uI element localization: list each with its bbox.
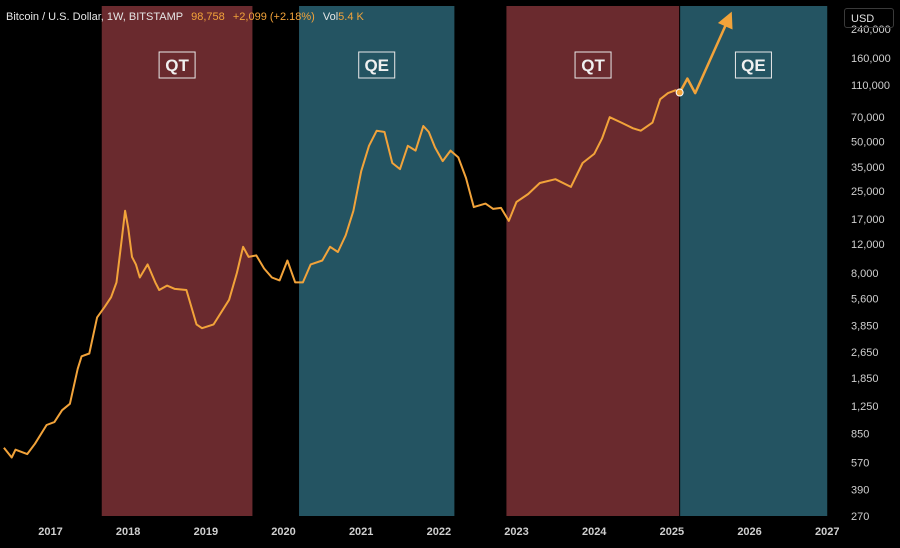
regime-label-box [158, 51, 196, 79]
y-tick-label: 1,250 [851, 401, 879, 413]
projection-line [678, 14, 732, 95]
regime-band-qt [101, 6, 253, 516]
x-tick-label: 2022 [427, 526, 451, 538]
regime-bands: QT QE QT QE [101, 6, 828, 516]
y-tick-label: 70,000 [851, 112, 885, 124]
y-tick-label: 2,650 [851, 347, 879, 359]
y-tick-label: 110,000 [851, 80, 890, 92]
y-tick-label: 850 [851, 429, 869, 441]
y-tick-label: 25,000 [851, 186, 885, 198]
x-tick-label: 2024 [582, 526, 607, 538]
y-tick-label: 5,600 [851, 293, 879, 305]
change-label: +2,099 (+2.18%) [232, 11, 315, 23]
volume-label: Vol [322, 11, 339, 23]
x-tick-label: 2026 [737, 526, 761, 538]
x-tick-label: 2020 [271, 526, 295, 538]
y-tick-label: 240,000 [851, 24, 891, 36]
regime-label: QT [165, 56, 189, 75]
regime-band-qt [506, 6, 680, 516]
chart-header: Bitcoin / U.S. Dollar, 1W, BITSTAMP 98,7… [6, 11, 369, 23]
regime-band-qe [679, 6, 828, 516]
price-label: 98,758 [191, 11, 225, 23]
regime-label: QE [741, 56, 766, 75]
y-tick-label: 570 [851, 457, 869, 469]
regime-label-box [358, 51, 396, 79]
price-line [3, 89, 681, 459]
currency-unit-button[interactable]: USD [844, 8, 894, 28]
volume-value: 5.4 K [338, 11, 364, 23]
symbol-label: Bitcoin / U.S. Dollar, 1W, BITSTAMP [6, 11, 184, 23]
y-tick-label: 3,850 [851, 320, 879, 332]
price-series [3, 11, 733, 459]
regime-label-box [574, 51, 612, 79]
x-axis: 2017 2018 2019 2020 2021 2022 2023 2024 2025 2026… [38, 526, 839, 538]
y-tick-label: 1,850 [851, 373, 879, 385]
x-tick-label: 2021 [349, 526, 373, 538]
y-tick-label: 35,000 [851, 162, 885, 174]
y-tick-label: 390 [851, 485, 869, 497]
x-tick-label: 2027 [815, 526, 839, 538]
regime-label-box [734, 51, 772, 79]
x-tick-label: 2019 [194, 526, 218, 538]
regime-label: QE [364, 56, 389, 75]
y-tick-label: 270 [851, 511, 869, 523]
regime-label: QT [581, 56, 605, 75]
y-tick-label: 8,000 [851, 268, 879, 280]
regime-band-qe [299, 6, 455, 516]
current-price-marker [675, 88, 684, 97]
projection-arrowhead [717, 11, 733, 30]
x-tick-label: 2025 [660, 526, 684, 538]
y-tick-label: 50,000 [851, 136, 885, 148]
x-tick-label: 2023 [504, 526, 528, 538]
x-tick-label: 2018 [116, 526, 140, 538]
y-axis: 240,000 160,000 110,000 70,000 50,000 35,000 2… [851, 24, 891, 523]
x-tick-label: 2017 [38, 526, 62, 538]
y-tick-label: 17,000 [851, 214, 885, 226]
y-tick-label: 12,000 [851, 239, 885, 251]
y-tick-label: 160,000 [851, 53, 891, 65]
